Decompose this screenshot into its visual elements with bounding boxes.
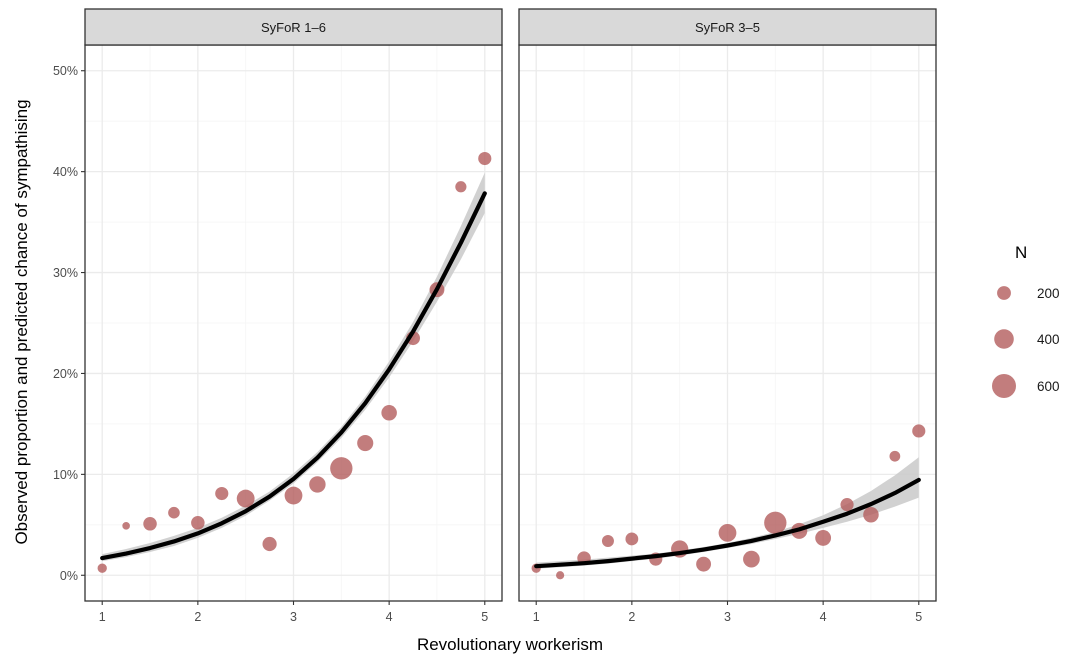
x-tick-label: 2: [194, 610, 201, 624]
legend-label: 200: [1037, 286, 1060, 301]
data-point: [815, 530, 832, 546]
x-axis-title: Revolutionary workerism: [417, 635, 603, 654]
data-point: [357, 435, 374, 452]
data-point: [215, 486, 229, 501]
x-axis-1: 1 2 3 4 5: [99, 601, 488, 624]
legend-entry: 200: [997, 286, 1060, 301]
data-point: [912, 424, 926, 438]
legend-label: 400: [1037, 332, 1060, 347]
data-point: [863, 506, 879, 523]
y-tick-label: 40%: [53, 165, 78, 179]
y-axis-title: Observed proportion and predicted chance…: [12, 99, 31, 544]
data-point: [718, 523, 737, 542]
y-tick-label: 10%: [53, 468, 78, 482]
y-tick-label: 50%: [53, 64, 78, 78]
data-point: [381, 405, 397, 421]
x-tick-label: 4: [820, 610, 827, 624]
x-tick-label: 5: [915, 610, 922, 624]
x-tick-label: 1: [533, 610, 540, 624]
y-tick-label: 0%: [60, 569, 78, 583]
legend-symbol: [992, 374, 1016, 398]
fitted-curve: [534, 477, 921, 569]
data-point: [601, 534, 614, 547]
x-tick-label: 5: [481, 610, 488, 624]
x-tick-label: 3: [290, 610, 297, 624]
legend-entry: 600: [992, 374, 1060, 398]
data-point: [478, 151, 492, 166]
data-point: [556, 571, 565, 580]
data-point: [97, 563, 107, 573]
data-point: [122, 522, 130, 530]
data-point: [309, 476, 326, 493]
x-tick-label: 4: [386, 610, 393, 624]
legend-symbol: [997, 286, 1011, 300]
data-point: [262, 536, 277, 552]
x-tick-label: 3: [724, 610, 731, 624]
data-point: [743, 550, 760, 568]
strip-label: SyFoR 3–5: [695, 20, 760, 35]
y-tick-label: 30%: [53, 266, 78, 280]
data-point: [236, 489, 255, 508]
data-point: [191, 516, 205, 530]
data-point: [764, 511, 787, 534]
strip-background: [84, 8, 503, 46]
legend: N 200 400 600: [992, 243, 1060, 398]
data-point: [455, 181, 467, 193]
data-point: [284, 486, 303, 505]
data-point: [330, 457, 353, 480]
panel-2: SyFoR 3–5: [518, 8, 937, 602]
x-tick-label: 2: [628, 610, 635, 624]
y-tick-label: 20%: [53, 367, 78, 381]
strip-label: SyFoR 1–6: [261, 20, 326, 35]
x-axes: 1 2 3 4 5 1 2 3 4 5: [99, 601, 922, 624]
legend-entry: 400: [994, 329, 1060, 349]
data-point: [840, 498, 854, 512]
data-point: [143, 517, 157, 531]
data-point: [625, 532, 639, 546]
data-point: [889, 450, 901, 462]
panels-group: SyFoR 1–6 SyFoR 3–5: [84, 8, 937, 602]
fitted-curve: [100, 191, 487, 561]
panel-1: SyFoR 1–6: [84, 8, 503, 602]
legend-title: N: [1015, 243, 1027, 262]
x-axis-2: 1 2 3 4 5: [533, 601, 922, 624]
strip-background: [518, 8, 937, 46]
legend-symbol: [994, 329, 1014, 349]
legend-entries: 200 400 600: [992, 286, 1060, 398]
legend-label: 600: [1037, 379, 1060, 394]
y-axis: 0% 10% 20% 30% 40% 50%: [53, 64, 85, 583]
data-point: [168, 506, 180, 519]
x-tick-label: 1: [99, 610, 106, 624]
data-point: [696, 556, 712, 572]
